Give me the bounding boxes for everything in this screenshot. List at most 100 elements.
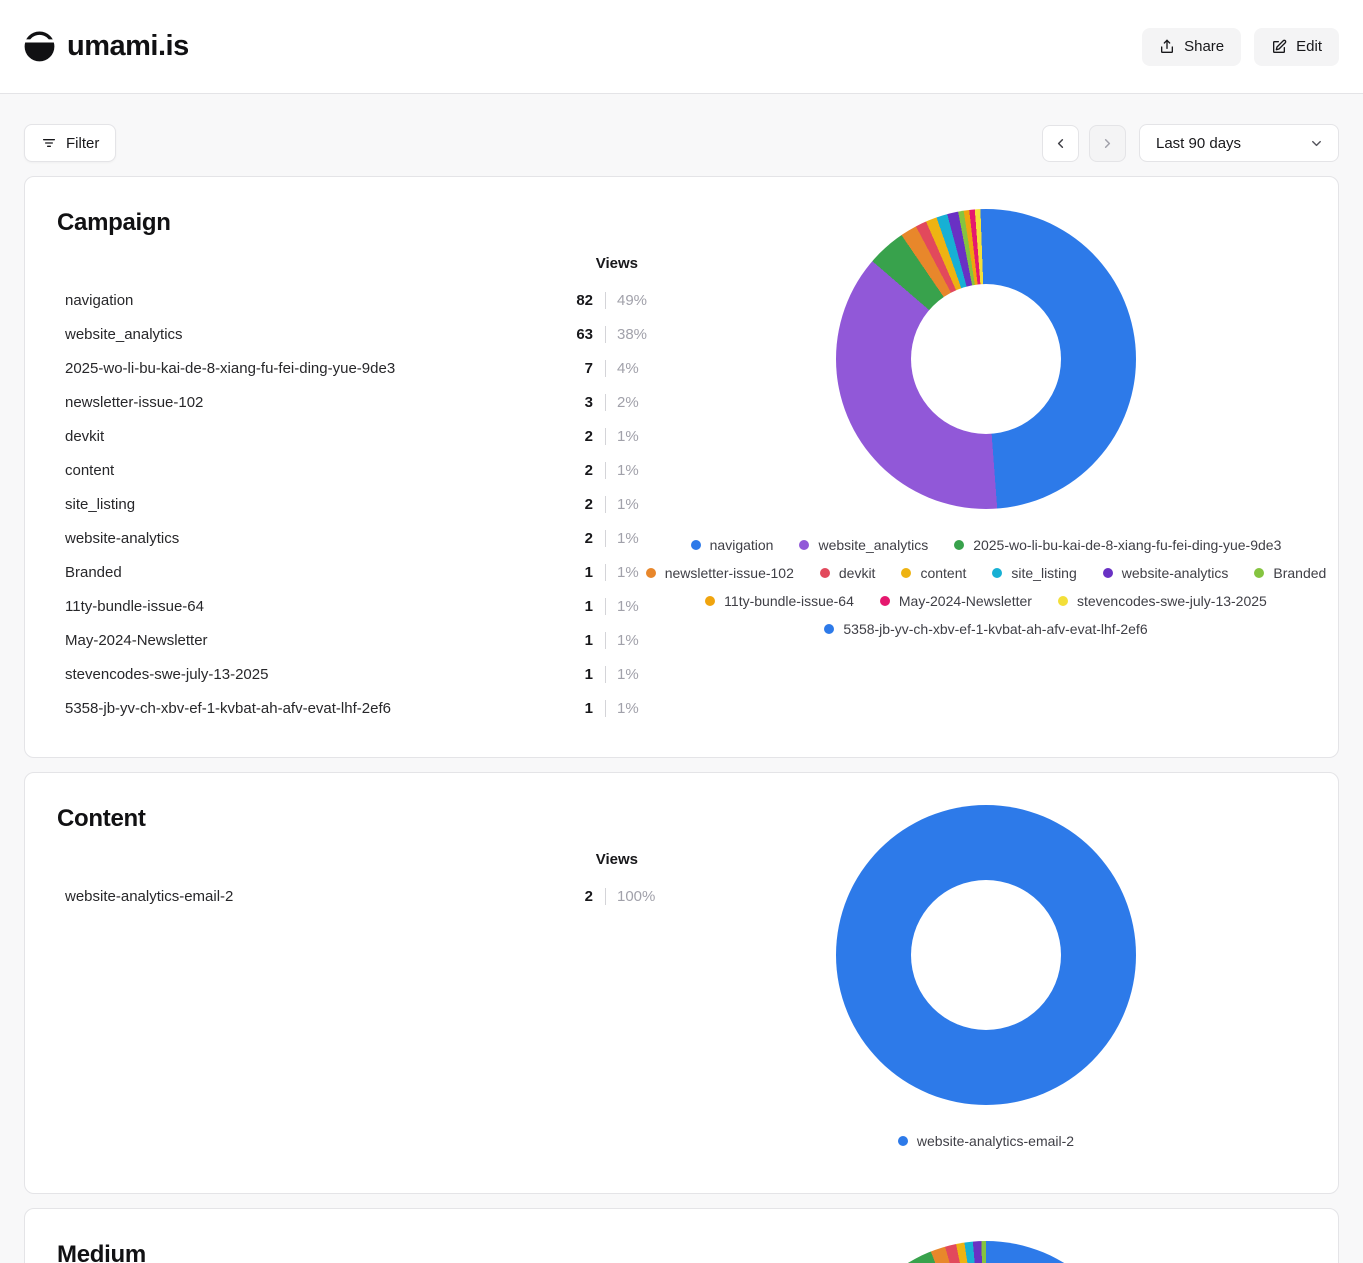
legend-label: site_listing (1011, 565, 1077, 581)
row-percent: 38% (605, 325, 660, 343)
row-views: 1 (584, 563, 593, 581)
legend-dot-icon (690, 540, 701, 550)
date-pager (1042, 124, 1126, 162)
legend-dot-icon (824, 624, 835, 634)
legend-item: website_analytics (799, 537, 928, 553)
next-period-button[interactable] (1089, 124, 1126, 162)
legend-dot-icon (879, 596, 890, 606)
row-label: 5358-jb-yv-ch-xbv-ef-1-kvbat-ah-afv-evat… (65, 699, 391, 717)
legend-dot-icon (1254, 568, 1265, 578)
legend-item: Branded (1254, 565, 1326, 581)
filter-button[interactable]: Filter (24, 124, 117, 162)
legend-label: website-analytics-email-2 (916, 1133, 1075, 1149)
legend-item: stevencodes-swe-july-13-2025 (1057, 593, 1267, 609)
campaign-table: Campaign Views navigation 82 49% website_an… (57, 209, 660, 725)
row-views: 2 (584, 427, 593, 445)
legend-label: Branded (1273, 565, 1327, 581)
donut-chart (836, 1241, 1136, 1263)
row-views: 1 (584, 597, 593, 615)
legend-label: May-2024-Newsletter (898, 593, 1032, 609)
legend-item: navigation (690, 537, 774, 553)
row-label: 11ty-bundle-issue-64 (65, 597, 204, 615)
legend-dot-icon (954, 540, 965, 550)
table-row: 2025-wo-li-bu-kai-de-8-xiang-fu-fei-ding… (57, 351, 660, 385)
filter-icon (41, 135, 57, 151)
legend-dot-icon (705, 596, 716, 606)
row-views: 2 (584, 529, 593, 547)
row-percent: 1% (605, 631, 660, 649)
legend-item: site_listing (992, 565, 1077, 581)
row-label: newsletter-issue-102 (65, 393, 204, 411)
site-header: umami.is Share Edit (0, 0, 1363, 94)
legend-item: 11ty-bundle-issue-64 (705, 593, 854, 609)
row-views: 1 (584, 699, 593, 717)
chart-legend: website-analytics-email-2 (666, 1133, 1306, 1161)
site-title: umami.is (67, 30, 189, 62)
legend-dot-icon (799, 540, 810, 550)
row-percent: 49% (605, 291, 660, 309)
table-row: newsletter-issue-102 3 2% (57, 385, 660, 419)
table-rows: website-analytics-email-2 2 100% (57, 879, 660, 913)
donut-hole (911, 284, 1061, 434)
legend-label: newsletter-issue-102 (664, 565, 794, 581)
edit-icon (1271, 39, 1287, 55)
row-label: website-analytics (65, 529, 180, 547)
filter-button-label: Filter (66, 134, 100, 152)
table-row: content 2 1% (57, 453, 660, 487)
legend-item: 5358-jb-yv-ch-xbv-ef-1-kvbat-ah-afv-evat… (824, 621, 1148, 637)
row-label: site_listing (65, 495, 136, 513)
content-card: Content Views website-analytics-email-2 2… (24, 772, 1339, 1194)
row-percent: 1% (605, 699, 660, 717)
legend-item: content (901, 565, 966, 581)
legend-item: May-2024-Newsletter (879, 593, 1032, 609)
row-label: content (65, 461, 115, 479)
umami-logo-icon (24, 31, 55, 62)
chart-legend: navigation website_analytics 2025-wo-li-bu… (645, 537, 1326, 649)
medium-table: Medium Views (57, 1241, 660, 1263)
row-label: May-2024-Newsletter (65, 631, 208, 649)
legend-label: stevencodes-swe-july-13-2025 (1076, 593, 1267, 609)
row-label: Branded (65, 563, 122, 581)
row-views: 2 (584, 495, 593, 513)
row-views: 7 (584, 359, 593, 377)
row-views: 1 (584, 665, 593, 683)
edit-button[interactable]: Edit (1254, 27, 1339, 66)
edit-button-label: Edit (1296, 38, 1322, 55)
share-icon (1159, 39, 1175, 55)
medium-chart (666, 1241, 1306, 1263)
table-row: Branded 1 1% (57, 555, 660, 589)
donut-hole (911, 880, 1061, 1030)
chevron-left-icon (1053, 136, 1068, 151)
date-range-dropdown[interactable]: Last 90 days (1139, 124, 1339, 162)
legend-dot-icon (897, 1136, 908, 1146)
table-row: site_listing 2 1% (57, 487, 660, 521)
legend-line: 5358-jb-yv-ch-xbv-ef-1-kvbat-ah-afv-evat… (666, 621, 1306, 637)
table-row: website_analytics 63 38% (57, 317, 660, 351)
views-column-header: Views (595, 851, 638, 868)
brand: umami.is (24, 30, 189, 63)
medium-card: Medium Views (24, 1208, 1339, 1263)
legend-item: devkit (819, 565, 875, 581)
legend-dot-icon (1102, 568, 1113, 578)
row-label: 2025-wo-li-bu-kai-de-8-xiang-fu-fei-ding… (65, 359, 396, 377)
legend-item: website-analytics-email-2 (897, 1133, 1075, 1149)
header-actions: Share Edit (1142, 27, 1339, 66)
row-views: 2 (584, 887, 593, 905)
section-title: Campaign (57, 209, 171, 236)
legend-label: navigation (709, 537, 774, 553)
previous-period-button[interactable] (1042, 124, 1079, 162)
share-button[interactable]: Share (1142, 27, 1242, 66)
legend-label: content (920, 565, 967, 581)
legend-line: 11ty-bundle-issue-64 May-2024-Newsletter s… (666, 593, 1306, 609)
table-row: May-2024-Newsletter 1 1% (57, 623, 660, 657)
legend-dot-icon (1057, 596, 1068, 606)
row-percent: 100% (605, 887, 660, 905)
row-views: 1 (584, 631, 593, 649)
legend-item: 2025-wo-li-bu-kai-de-8-xiang-fu-fei-ding… (954, 537, 1281, 553)
table-row: stevencodes-swe-july-13-2025 1 1% (57, 657, 660, 691)
row-percent: 2% (605, 393, 660, 411)
row-label: website_analytics (65, 325, 183, 343)
section-title: Medium (57, 1241, 146, 1263)
row-label: website-analytics-email-2 (65, 887, 234, 905)
legend-item: newsletter-issue-102 (645, 565, 794, 581)
